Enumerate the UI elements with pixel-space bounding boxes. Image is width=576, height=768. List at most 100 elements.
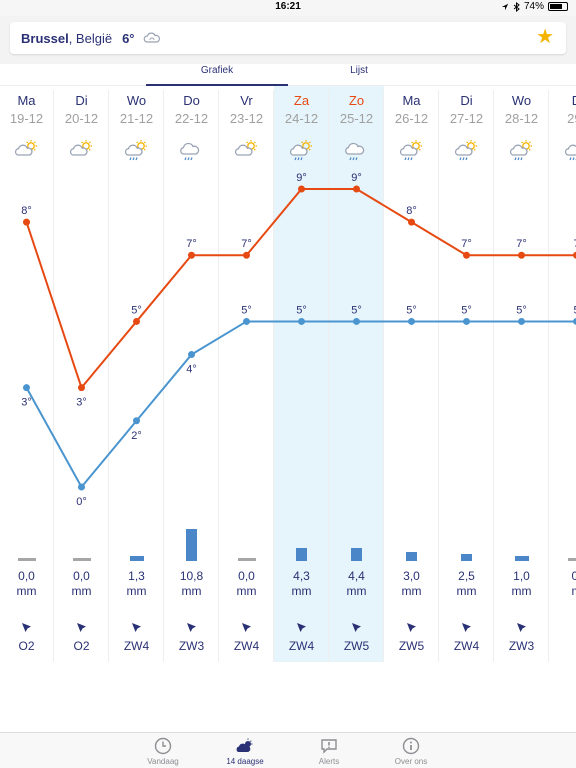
rain-unit: mm [181, 584, 202, 598]
rain-amount: 4,3 [293, 569, 310, 583]
day-date: 24-12 [284, 111, 319, 126]
cloudy-icon [143, 32, 160, 43]
rain-amount: 1,3 [128, 569, 145, 583]
day-column[interactable]: Za 24-12 4,3 mm ZW4 [274, 86, 329, 662]
day-column[interactable]: Di 27-12 2,5 mm ZW4 [439, 86, 494, 662]
rain-amount: 2,5 [458, 569, 475, 583]
day-name: Ma [17, 93, 36, 108]
header: Brussel , België 6° ★ [0, 16, 576, 64]
max-temp-label: 5° [131, 304, 142, 316]
wind-direction: ZW5 [398, 639, 425, 653]
max-temp-label: 7° [241, 238, 252, 250]
wind-direction: ZW4 [123, 639, 150, 653]
tabbar-label: Alerts [318, 757, 340, 766]
max-temp-label: 7° [516, 238, 527, 250]
day-column[interactable]: Do 22-12 10,8 mm ZW3 [164, 86, 219, 662]
partly-cloudy-sun-icon [14, 140, 37, 156]
tabbar-label: 14 daagse [226, 757, 264, 766]
day-date: 28-12 [504, 111, 539, 126]
battery-percent: 74% [523, 1, 544, 12]
column-divider [493, 90, 494, 662]
day-date: 20-12 [64, 111, 99, 126]
rain-unit: mm [401, 584, 422, 598]
rain-amount: 0, [571, 569, 576, 583]
max-temp-point [353, 185, 360, 193]
rain-bar [17, 558, 36, 561]
tab-lijst[interactable]: Lijst [350, 65, 368, 76]
forecast-chart[interactable]: Ma 19-12 0,0 mm O2 Di 20-12 0,0 mm O2 Wo 21-12 1,3 mm… [0, 86, 576, 732]
max-temp-point [188, 251, 195, 259]
rain-unit: mm [511, 584, 532, 598]
min-temp-label: 3° [21, 397, 32, 409]
tab-grafiek[interactable]: Grafiek [146, 64, 288, 86]
tabbar-item-vandaag[interactable]: Vandaag [128, 737, 198, 766]
min-temp-point [23, 384, 30, 392]
rain-unit: mm [71, 584, 92, 598]
max-temp-point [298, 185, 305, 193]
clock-icon [154, 737, 172, 755]
location-country: , België [68, 30, 113, 46]
day-date: 25-12 [339, 111, 374, 126]
wind-direction: ZW4 [453, 639, 480, 653]
min-temp-label: 5° [461, 304, 472, 316]
day-date: 23-12 [229, 111, 264, 126]
favorite-star-icon[interactable]: ★ [536, 26, 554, 48]
tabbar-item-over-ons[interactable]: Over ons [376, 737, 446, 766]
location-card[interactable]: Brussel , België 6° ★ [10, 22, 566, 54]
tabbar-item-14-daagse[interactable]: 14 daagse [210, 737, 280, 766]
day-date: 22-12 [174, 111, 209, 126]
wind-direction-icon [462, 623, 471, 632]
rain-bar [567, 558, 576, 561]
sun-cloud-rain-icon [509, 140, 532, 161]
day-column[interactable]: Wo 21-12 1,3 mm ZW4 [109, 86, 164, 662]
rain-bar [186, 529, 197, 561]
day-column[interactable]: Ma 26-12 3,0 mm ZW5 [384, 86, 439, 662]
day-column[interactable]: Vr 23-12 0,0 mm ZW4 [219, 86, 274, 662]
day-column[interactable]: Ma 19-12 0,0 mm O2 [0, 86, 54, 662]
rain-unit: mm [16, 584, 37, 598]
status-bar: 16:21 74% [0, 0, 576, 16]
wind-direction: ZW4 [288, 639, 315, 653]
rain-unit: m [549, 584, 576, 598]
tab-bar: Vandaag 14 daagse Alerts Over ons [0, 732, 576, 768]
wind-direction-icon [407, 623, 416, 632]
bluetooth-icon [513, 1, 520, 12]
max-temp-label: 3° [76, 397, 87, 409]
min-temp-label: 0° [76, 496, 87, 508]
day-column[interactable]: Zo 25-12 4,4 mm ZW5 [329, 86, 384, 662]
tabbar-label: Vandaag [147, 757, 179, 766]
status-icons: 74% [501, 1, 568, 12]
battery-icon [548, 2, 568, 11]
day-column[interactable]: Wo 28-12 1,0 mm ZW3 [494, 86, 549, 662]
info-icon [402, 737, 420, 755]
alert-bubble-icon [321, 739, 337, 754]
tabbar-item-alerts[interactable]: Alerts [294, 737, 364, 766]
min-temp-label: 4° [186, 364, 197, 376]
wind-direction-icon [242, 623, 251, 632]
min-temp-point [353, 317, 360, 325]
max-temp-point [23, 218, 30, 226]
day-name: D [549, 93, 576, 108]
rain-cloud-icon [345, 142, 365, 161]
rain-amount: 10,8 [179, 569, 204, 583]
status-time: 16:21 [275, 1, 301, 12]
min-temp-label: 5° [406, 304, 417, 316]
location-arrow-icon [501, 3, 509, 10]
max-temp-point [78, 384, 85, 392]
day-name: Do [183, 93, 200, 108]
wind-direction-icon [187, 623, 196, 632]
min-temp-point [518, 317, 525, 325]
day-column[interactable]: Di 20-12 0,0 mm O2 [54, 86, 109, 662]
day-column[interactable]: D 29- 0,m [549, 86, 576, 662]
day-name: Wo [511, 93, 532, 108]
max-temp-point [133, 317, 140, 325]
location-city: Brussel [21, 30, 69, 46]
column-divider [328, 90, 329, 662]
wind-direction: ZW3 [178, 639, 205, 653]
temperature-chart: 8° 3° 5° 7° 7° 9° 9° 8° 7° 7° 7 3° 0° 2° 4° 5° 5° 5° 5° 5° 5… [21, 172, 576, 508]
column-divider [273, 90, 274, 662]
rain-cloud-icon [180, 142, 200, 161]
rain-bar [406, 552, 417, 561]
rain-unit: mm [236, 584, 257, 598]
column-divider [218, 90, 219, 662]
